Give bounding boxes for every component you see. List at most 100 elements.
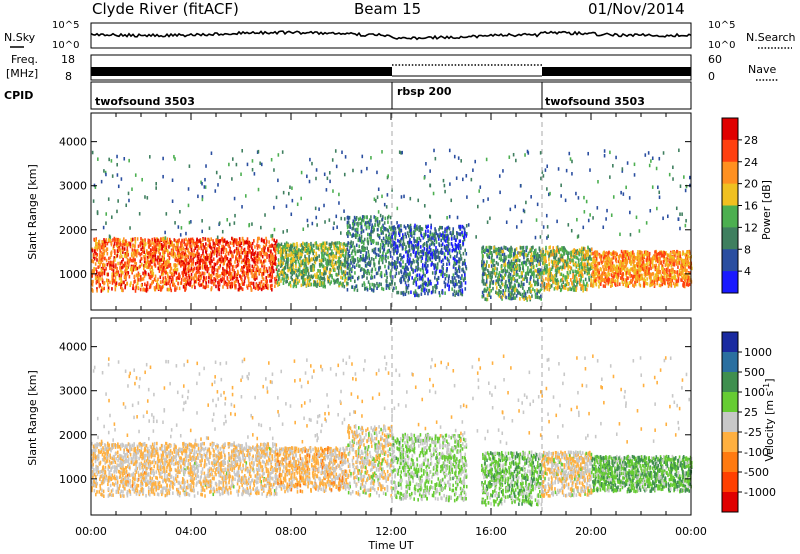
power-scatter-point (460, 276, 463, 280)
power-scatter-point (231, 267, 234, 272)
power-scatter-point (163, 269, 165, 274)
power-scatter-point (340, 275, 342, 280)
power-scatter-point (443, 280, 446, 285)
power-scatter-point (393, 259, 396, 264)
power-scatter-point (530, 254, 532, 259)
power-scatter-point (285, 253, 287, 257)
power-scatter-point (375, 218, 377, 222)
power-scatter-point (281, 256, 283, 261)
power-scatter-point (292, 267, 295, 272)
power-scatter-point (414, 228, 417, 232)
power-scatter-point (534, 292, 537, 297)
power-scatter-point (440, 238, 443, 243)
power-scatter-point (444, 277, 447, 281)
power-scatter-point (124, 266, 127, 270)
power-scatter-point (436, 248, 439, 253)
power-scatter-point (307, 271, 310, 276)
power-scatter-point (347, 234, 349, 239)
power-scatter-point (268, 245, 271, 249)
power-scatter-point (366, 287, 369, 292)
power-scatter-point (556, 278, 559, 282)
power-scatter-point (416, 273, 419, 277)
power-scatter-point (544, 267, 547, 272)
power-scatter-point (536, 291, 538, 296)
power-scatter-point (133, 267, 135, 272)
power-scatter-point (211, 280, 213, 285)
power-scatter-point (319, 269, 322, 273)
power-scatter-point (220, 250, 223, 255)
power-scatter-point (366, 246, 368, 250)
power-scatter-point (107, 272, 109, 277)
power-scatter-point (441, 290, 443, 295)
power-scatter-point (321, 255, 323, 259)
power-scatter-point (339, 281, 342, 285)
power-scatter-point (410, 290, 412, 294)
power-scatter-point (147, 259, 149, 264)
power-scatter-point (373, 239, 375, 243)
freq-label-2: [MHz] (6, 67, 38, 80)
power-scatter-point (181, 271, 184, 275)
power-scatter-point (166, 261, 168, 265)
power-scatter-point (210, 245, 212, 250)
power-scatter-point (216, 275, 219, 280)
power-scatter-point (230, 281, 233, 286)
power-scatter-point (163, 250, 166, 254)
power-scatter-point (162, 266, 165, 270)
power-scatter-point (391, 260, 393, 265)
power-scatter-point (241, 251, 244, 255)
power-scatter-point (410, 260, 412, 265)
power-scatter-point (538, 267, 540, 272)
power-scatter-point (420, 227, 422, 231)
power-scatter-point (364, 263, 367, 268)
power-scatter-point (587, 252, 590, 257)
power-scatter-point (368, 271, 371, 276)
power-scatter-point (434, 290, 437, 294)
power-scatter-point (96, 253, 99, 257)
power-scatter-point (488, 291, 491, 296)
power-scatter-point (526, 277, 528, 281)
power-scatter-point (357, 217, 360, 222)
power-scatter-point (306, 281, 309, 286)
power-scatter-point (240, 250, 242, 255)
power-scatter-point (391, 239, 394, 244)
power-scatter-point (569, 287, 572, 291)
power-scatter-point (534, 268, 537, 273)
power-scatter-point (180, 281, 183, 285)
power-scatter-point (362, 218, 365, 223)
power-scatter-point (96, 244, 99, 249)
power-scatter-point (295, 281, 297, 285)
power-scatter-point (415, 245, 418, 249)
power-scatter-point (428, 282, 430, 287)
power-scatter-point (489, 281, 492, 285)
power-scatter-point (248, 268, 251, 273)
power-scatter-point (253, 285, 255, 289)
power-scatter-point (424, 291, 426, 296)
power-scatter-point (363, 287, 366, 291)
power-scatter-point (225, 248, 228, 252)
power-scatter-point (307, 283, 310, 287)
power-scatter-point (220, 259, 223, 264)
power-scatter-point (554, 256, 557, 260)
power-scatter-point (376, 233, 379, 237)
power-scatter-point (514, 249, 516, 254)
power-scatter-point (523, 295, 525, 299)
power-scatter-point (491, 274, 493, 279)
power-scatter-point (265, 267, 268, 271)
power-scatter-point (399, 242, 402, 247)
power-scatter-point (157, 261, 159, 265)
power-scatter-point (218, 266, 221, 270)
power-scatter-point (582, 251, 584, 255)
power-scatter-point (120, 269, 123, 274)
power-scatter-point (300, 275, 303, 280)
power-scatter-point (358, 236, 361, 241)
power-scatter-point (483, 248, 486, 253)
power-scatter-point (125, 274, 127, 279)
power-scatter-point (355, 235, 357, 239)
power-scatter-point (140, 251, 143, 256)
power-scatter-point (407, 272, 410, 277)
power-scatter-point (311, 268, 313, 273)
power-scatter-point (223, 248, 225, 252)
power-scatter-point (413, 236, 415, 241)
power-scatter-point (165, 262, 167, 267)
